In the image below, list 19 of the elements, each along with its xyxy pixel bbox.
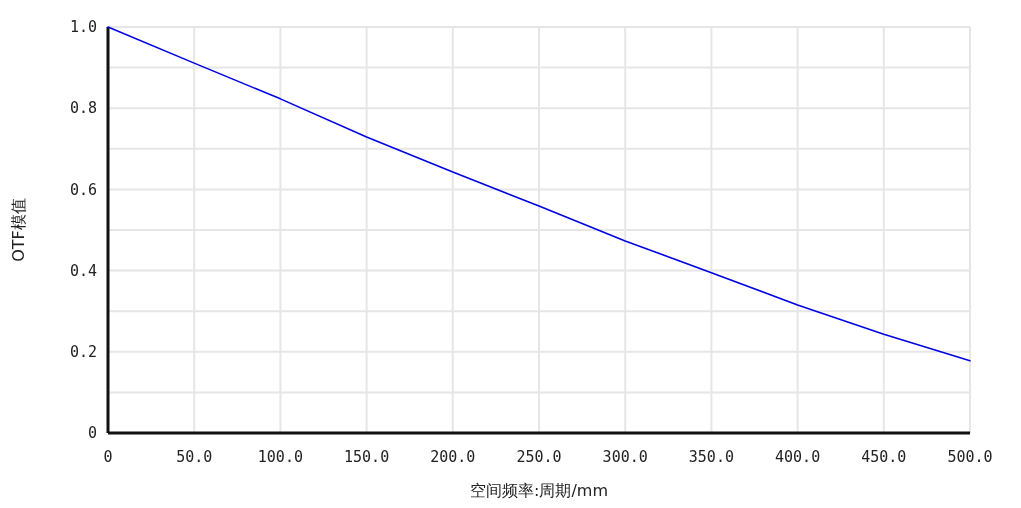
x-tick-label: 150.0: [344, 448, 390, 466]
x-tick-label: 350.0: [688, 448, 734, 466]
x-tick-label: 200.0: [430, 448, 476, 466]
y-tick-label: 0.4: [69, 261, 97, 280]
x-tick-label: 50.0: [176, 448, 213, 466]
x-tick-label: 0: [103, 448, 113, 466]
x-tick-label: 400.0: [775, 448, 821, 466]
y-tick-label: 0.8: [69, 99, 97, 118]
y-tick-label: 0.2: [69, 343, 97, 362]
x-tick-label: 450.0: [861, 448, 907, 466]
x-tick-label: 500.0: [947, 448, 993, 466]
x-tick-label: 250.0: [516, 448, 562, 466]
y-axis-title: OTF模值: [9, 198, 28, 262]
y-tick-label: 1.0: [69, 18, 97, 37]
x-tick-label: 300.0: [602, 448, 648, 466]
y-tick-label: 0.6: [69, 180, 97, 199]
x-tick-label: 100.0: [257, 448, 303, 466]
y-tick-label: 0: [87, 424, 97, 443]
x-axis-title: 空间频率:周期/mm: [470, 481, 608, 500]
